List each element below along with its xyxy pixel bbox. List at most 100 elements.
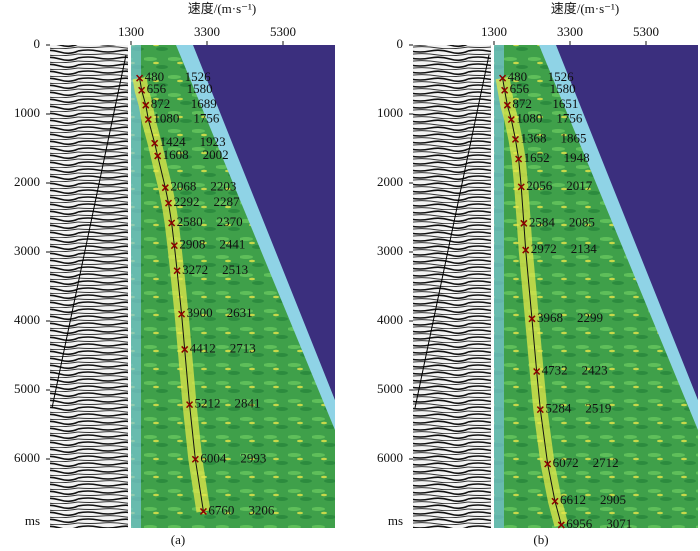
pick-velocity: 2631: [227, 305, 253, 320]
spectrum-edge: [131, 45, 141, 528]
pick-velocity: 1756: [193, 111, 220, 126]
pick-marker: [507, 115, 515, 124]
pick-velocity: 1923: [200, 134, 226, 149]
pick-velocity: 1651: [552, 96, 578, 111]
pick-velocity: 2513: [222, 262, 248, 277]
pick-velocity: 3206: [248, 502, 274, 517]
pick-marker: [186, 401, 194, 409]
pick-time: 872: [512, 96, 532, 111]
pick-velocity: 1526: [185, 69, 212, 84]
pick-time: 1368: [520, 130, 546, 145]
pick-marker: [170, 242, 178, 250]
pick-marker: [533, 367, 541, 376]
pick-velocity: 1689: [191, 96, 217, 111]
pick-time: 872: [151, 96, 171, 111]
pick-velocity: 2712: [593, 455, 619, 470]
pick-marker: [520, 219, 528, 227]
pick-marker: [501, 86, 509, 94]
pick-marker: [522, 246, 530, 254]
pick-velocity: 1756: [556, 111, 583, 126]
spectrum-edge: [494, 45, 504, 528]
pick-time: 6004: [200, 450, 227, 465]
pick-velocity: 2370: [217, 214, 243, 229]
y-unit: ms: [388, 513, 403, 528]
pick-velocity: 2203: [210, 179, 236, 194]
pick-time: 2068: [170, 179, 196, 194]
pick-marker: [136, 74, 144, 82]
pick-velocity: 1580: [187, 81, 213, 96]
pick-marker: [517, 183, 525, 191]
seismic-gather: [413, 45, 491, 528]
mute-edge: [176, 45, 335, 430]
pick-time: 3272: [182, 262, 208, 277]
pick-time: 6760: [208, 502, 234, 517]
pick-time: 1080: [516, 111, 542, 126]
pick-marker: [164, 199, 173, 207]
pick-marker: [503, 101, 511, 109]
x-tick-label: 3300: [557, 24, 583, 39]
pick-marker: [144, 115, 152, 124]
pick-velocity: 1865: [560, 130, 586, 145]
mute-zone: [193, 45, 335, 400]
pick-time: 2056: [526, 178, 553, 193]
pick-time: 5284: [545, 401, 572, 416]
pick-velocity: 2017: [566, 178, 593, 193]
pick-velocity: 2713: [230, 340, 256, 355]
panel-label: (b): [533, 532, 548, 547]
seismic-gather: [50, 45, 128, 528]
pick-velocity: 1580: [550, 81, 576, 96]
pick-time: 4732: [542, 362, 568, 377]
pick-time: 2584: [529, 214, 556, 229]
pick-marker: [191, 455, 199, 463]
pick-velocity: 2905: [600, 492, 626, 507]
x-tick-label: 5300: [270, 24, 296, 39]
pick-marker: [178, 310, 186, 318]
mute-zone: [556, 45, 698, 400]
x-axis-title: 速度/(m·s⁻¹): [551, 1, 620, 16]
pick-velocity: 2841: [235, 396, 261, 411]
y-tick-label: 3000: [14, 243, 40, 258]
y-tick-label: 2000: [14, 174, 40, 189]
x-tick-label: 3300: [194, 24, 220, 39]
pick-marker: [551, 497, 559, 505]
pick-marker: [151, 139, 159, 147]
pick-time: 3900: [187, 305, 213, 320]
pick-velocity: 2519: [585, 401, 611, 416]
y-tick-label: 1000: [14, 105, 40, 120]
pick-marker: [142, 101, 150, 109]
pick-time: 6612: [560, 492, 586, 507]
pick-marker: [536, 406, 544, 414]
pick-velocity: 2299: [577, 310, 603, 325]
y-tick-label: 0: [34, 36, 41, 51]
pick-marker: [499, 74, 507, 82]
pick-time: 2580: [177, 214, 203, 229]
pick-time: 1608: [163, 147, 189, 162]
pick-velocity: 2993: [240, 450, 266, 465]
pick-marker: [181, 345, 189, 353]
pick-marker: [173, 267, 181, 275]
y-unit: ms: [25, 513, 40, 528]
pick-time: 480: [145, 69, 165, 84]
pick-velocity: 2441: [219, 237, 245, 252]
x-tick-label: 1300: [118, 24, 144, 39]
pick-marker: [515, 155, 523, 163]
y-tick-label: 4000: [377, 312, 403, 327]
pick-velocity: 1526: [548, 69, 575, 84]
pick-velocity: 1948: [564, 150, 590, 165]
pick-marker: [511, 135, 520, 143]
pick-time: 3968: [537, 310, 563, 325]
pick-velocity: 2423: [582, 362, 608, 377]
pick-marker: [528, 315, 536, 323]
panel-label: (a): [171, 532, 185, 547]
pick-velocity: 2002: [203, 147, 229, 162]
mute-edge: [539, 45, 698, 430]
pick-time: 6072: [553, 455, 579, 470]
y-tick-label: 6000: [377, 450, 403, 465]
pick-time: 2292: [174, 194, 200, 209]
pick-velocity: 2134: [571, 241, 598, 256]
y-tick-label: 1000: [377, 105, 403, 120]
pick-time: 1424: [160, 134, 187, 149]
pick-velocity: 2287: [214, 194, 241, 209]
x-tick-label: 5300: [633, 24, 659, 39]
